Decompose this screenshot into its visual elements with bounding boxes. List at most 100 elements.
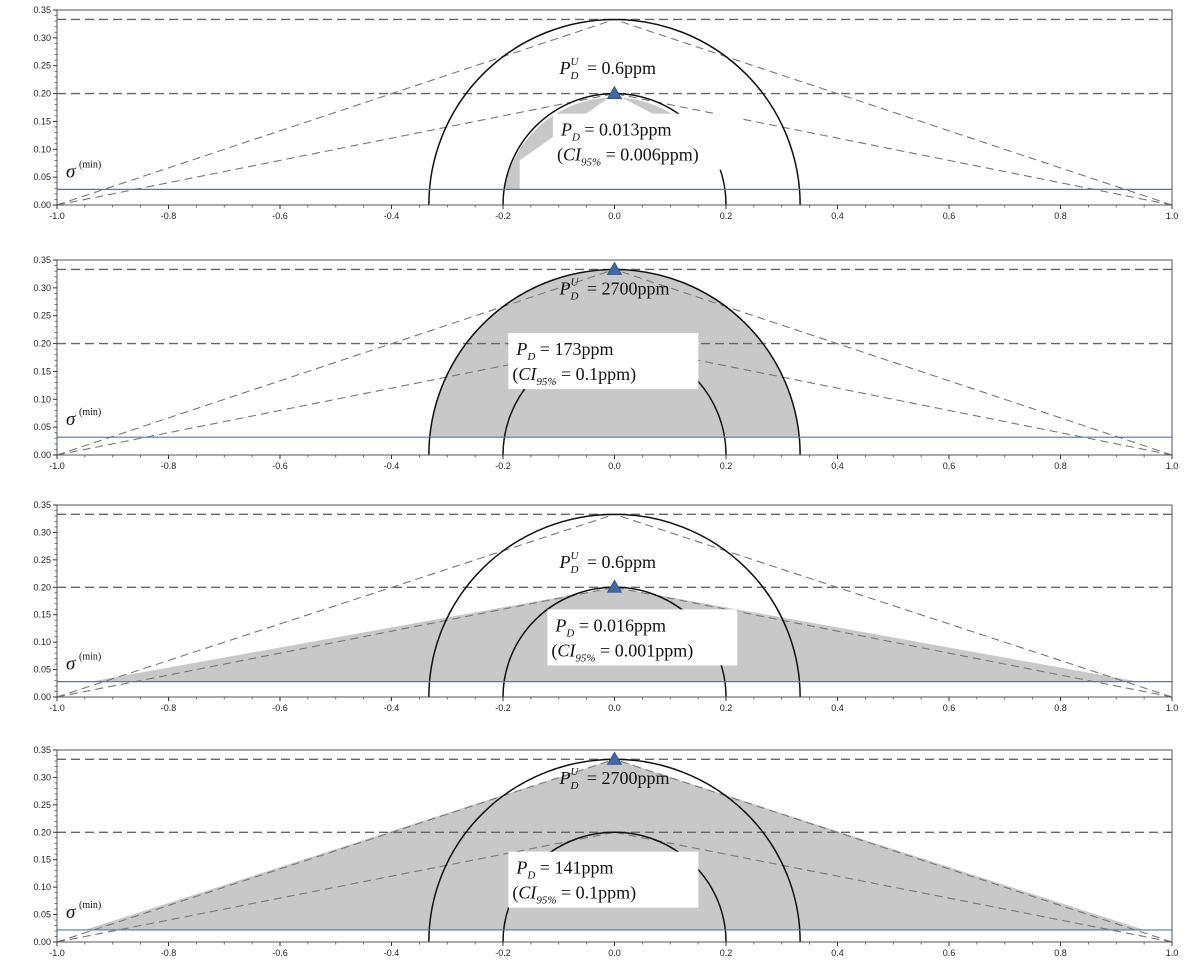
y-tick-label: 0.25	[33, 61, 51, 71]
sigma-min-label: σ	[66, 902, 76, 923]
x-tick-label: -0.4	[384, 948, 400, 958]
sigma-min-label: σ	[66, 409, 76, 430]
y-tick-label: 0.00	[33, 937, 51, 947]
y-tick-label: 0.30	[33, 772, 51, 782]
x-tick-label: -0.4	[384, 703, 400, 713]
x-tick-label: 0.8	[1054, 948, 1067, 958]
sigma-min-superscript: (min)	[79, 407, 101, 418]
sigma-min-superscript: (min)	[79, 652, 101, 663]
pd-value-label: PD = 0.013ppm	[560, 120, 672, 144]
sigma-min-superscript: (min)	[79, 900, 101, 911]
x-tick-label: 0.6	[943, 461, 956, 471]
shaded-region	[84, 759, 1145, 930]
marker-triangle	[606, 751, 623, 765]
y-tick-label: 0.05	[33, 422, 51, 432]
x-tick-label: -0.2	[495, 948, 511, 958]
x-tick-label: -1.0	[49, 461, 65, 471]
marker-triangle	[606, 261, 623, 275]
marker-triangle	[606, 579, 623, 593]
dashed-diagonal-line	[614, 93, 1172, 205]
y-tick-label: 0.30	[33, 33, 51, 43]
y-tick-label: 0.25	[33, 800, 51, 810]
x-tick-label: -0.8	[161, 948, 177, 958]
dashed-diagonal-line	[57, 18, 615, 205]
chart-panel-4: -1.0 -0.8 -0.6 -0.4 -0.2 0.0 0.2 0.4 0.6 0.8 1.0 0.…	[33, 745, 1178, 958]
outer-semicircle	[428, 19, 801, 205]
x-tick-label: 0.2	[720, 703, 733, 713]
pd-value-label: PD = 141ppm	[515, 858, 613, 882]
chart-panel-2: -1.0 -0.8 -0.6 -0.4 -0.2 0.0 0.2 0.4 0.6 0.8 1.0 0.…	[33, 255, 1178, 471]
x-tick-label: 1.0	[1166, 461, 1179, 471]
pdu-label: PDU = 2700ppm	[559, 277, 670, 303]
pdu-label: PDU = 2700ppm	[559, 766, 670, 792]
y-tick-label: 0.05	[33, 172, 51, 182]
dashed-diagonal-line	[614, 513, 1172, 697]
x-tick-label: 0.0	[608, 211, 621, 221]
y-tick-label: 0.10	[33, 637, 51, 647]
y-tick-label: 0.10	[33, 394, 51, 404]
x-tick-label: 0.2	[720, 461, 733, 471]
dashed-diagonal-line	[57, 268, 615, 455]
y-tick-label: 0.10	[33, 144, 51, 154]
ci-value-label: (CI95% = 0.006ppm)	[557, 145, 699, 169]
dashed-diagonal-line	[57, 513, 615, 697]
ci-value-label: (CI95% = 0.1ppm)	[512, 364, 636, 388]
x-tick-label: 0.8	[1054, 211, 1067, 221]
x-tick-label: -0.8	[161, 461, 177, 471]
pd-value-label: PD = 0.016ppm	[554, 615, 666, 639]
x-tick-label: 1.0	[1166, 948, 1179, 958]
dashed-diagonal-line	[57, 831, 615, 942]
x-tick-label: 0.8	[1054, 703, 1067, 713]
dashed-diagonal-line	[614, 18, 1172, 205]
plot-frame	[56, 9, 1173, 206]
y-tick-label: 0.30	[33, 527, 51, 537]
dashed-diagonal-line	[57, 586, 615, 697]
y-tick-label: 0.15	[33, 855, 51, 865]
x-tick-label: 0.0	[608, 703, 621, 713]
x-tick-label: -0.2	[495, 211, 511, 221]
x-tick-label: -0.6	[272, 461, 288, 471]
y-tick-label: 0.00	[33, 200, 51, 210]
y-tick-label: 0.35	[33, 255, 51, 265]
plot-area	[57, 758, 1172, 942]
x-tick-label: -0.6	[272, 211, 288, 221]
x-tick-label: 0.8	[1054, 461, 1067, 471]
y-tick-label: 0.35	[33, 745, 51, 755]
plot-area	[57, 18, 1172, 205]
x-tick-label: -0.8	[161, 703, 177, 713]
x-tick-label: -1.0	[49, 211, 65, 221]
x-tick-label: 0.6	[943, 211, 956, 221]
dashed-diagonal-line	[614, 586, 1172, 697]
x-tick-label: -1.0	[49, 948, 65, 958]
y-tick-label: 0.20	[33, 89, 51, 99]
ci-value-label: (CI95% = 0.1ppm)	[512, 883, 636, 907]
dashed-diagonal-line	[614, 268, 1172, 455]
y-tick-label: 0.20	[33, 827, 51, 837]
dashed-diagonal-line	[57, 758, 615, 942]
pd-box	[508, 333, 699, 390]
x-tick-label: 0.6	[943, 948, 956, 958]
x-tick-label: -0.6	[272, 948, 288, 958]
x-tick-label: -0.4	[384, 461, 400, 471]
y-tick-label: 0.05	[33, 910, 51, 920]
sigma-min-label: σ	[66, 654, 76, 675]
outer-semicircle	[428, 514, 801, 697]
pdu-label: PDU = 0.6ppm	[559, 550, 657, 576]
y-tick-label: 0.25	[33, 311, 51, 321]
plot-area	[57, 513, 1172, 697]
x-tick-label: 1.0	[1166, 703, 1179, 713]
pd-value-label: PD = 173ppm	[515, 339, 613, 363]
sigma-min-label: σ	[66, 161, 76, 182]
chart-panel-1: -1.0 -0.8 -0.6 -0.4 -0.2 0.0 0.2 0.4 0.6 0.8 1.0 0.…	[33, 5, 1178, 221]
y-tick-label: 0.05	[33, 665, 51, 675]
x-tick-label: 0.6	[943, 703, 956, 713]
dashed-diagonal-line	[614, 831, 1172, 942]
y-tick-label: 0.00	[33, 692, 51, 702]
x-tick-label: 0.4	[831, 948, 844, 958]
y-tick-label: 0.10	[33, 882, 51, 892]
marker-triangle	[606, 85, 623, 99]
y-tick-label: 0.00	[33, 450, 51, 460]
pd-box	[552, 113, 743, 170]
x-tick-label: -0.2	[495, 461, 511, 471]
